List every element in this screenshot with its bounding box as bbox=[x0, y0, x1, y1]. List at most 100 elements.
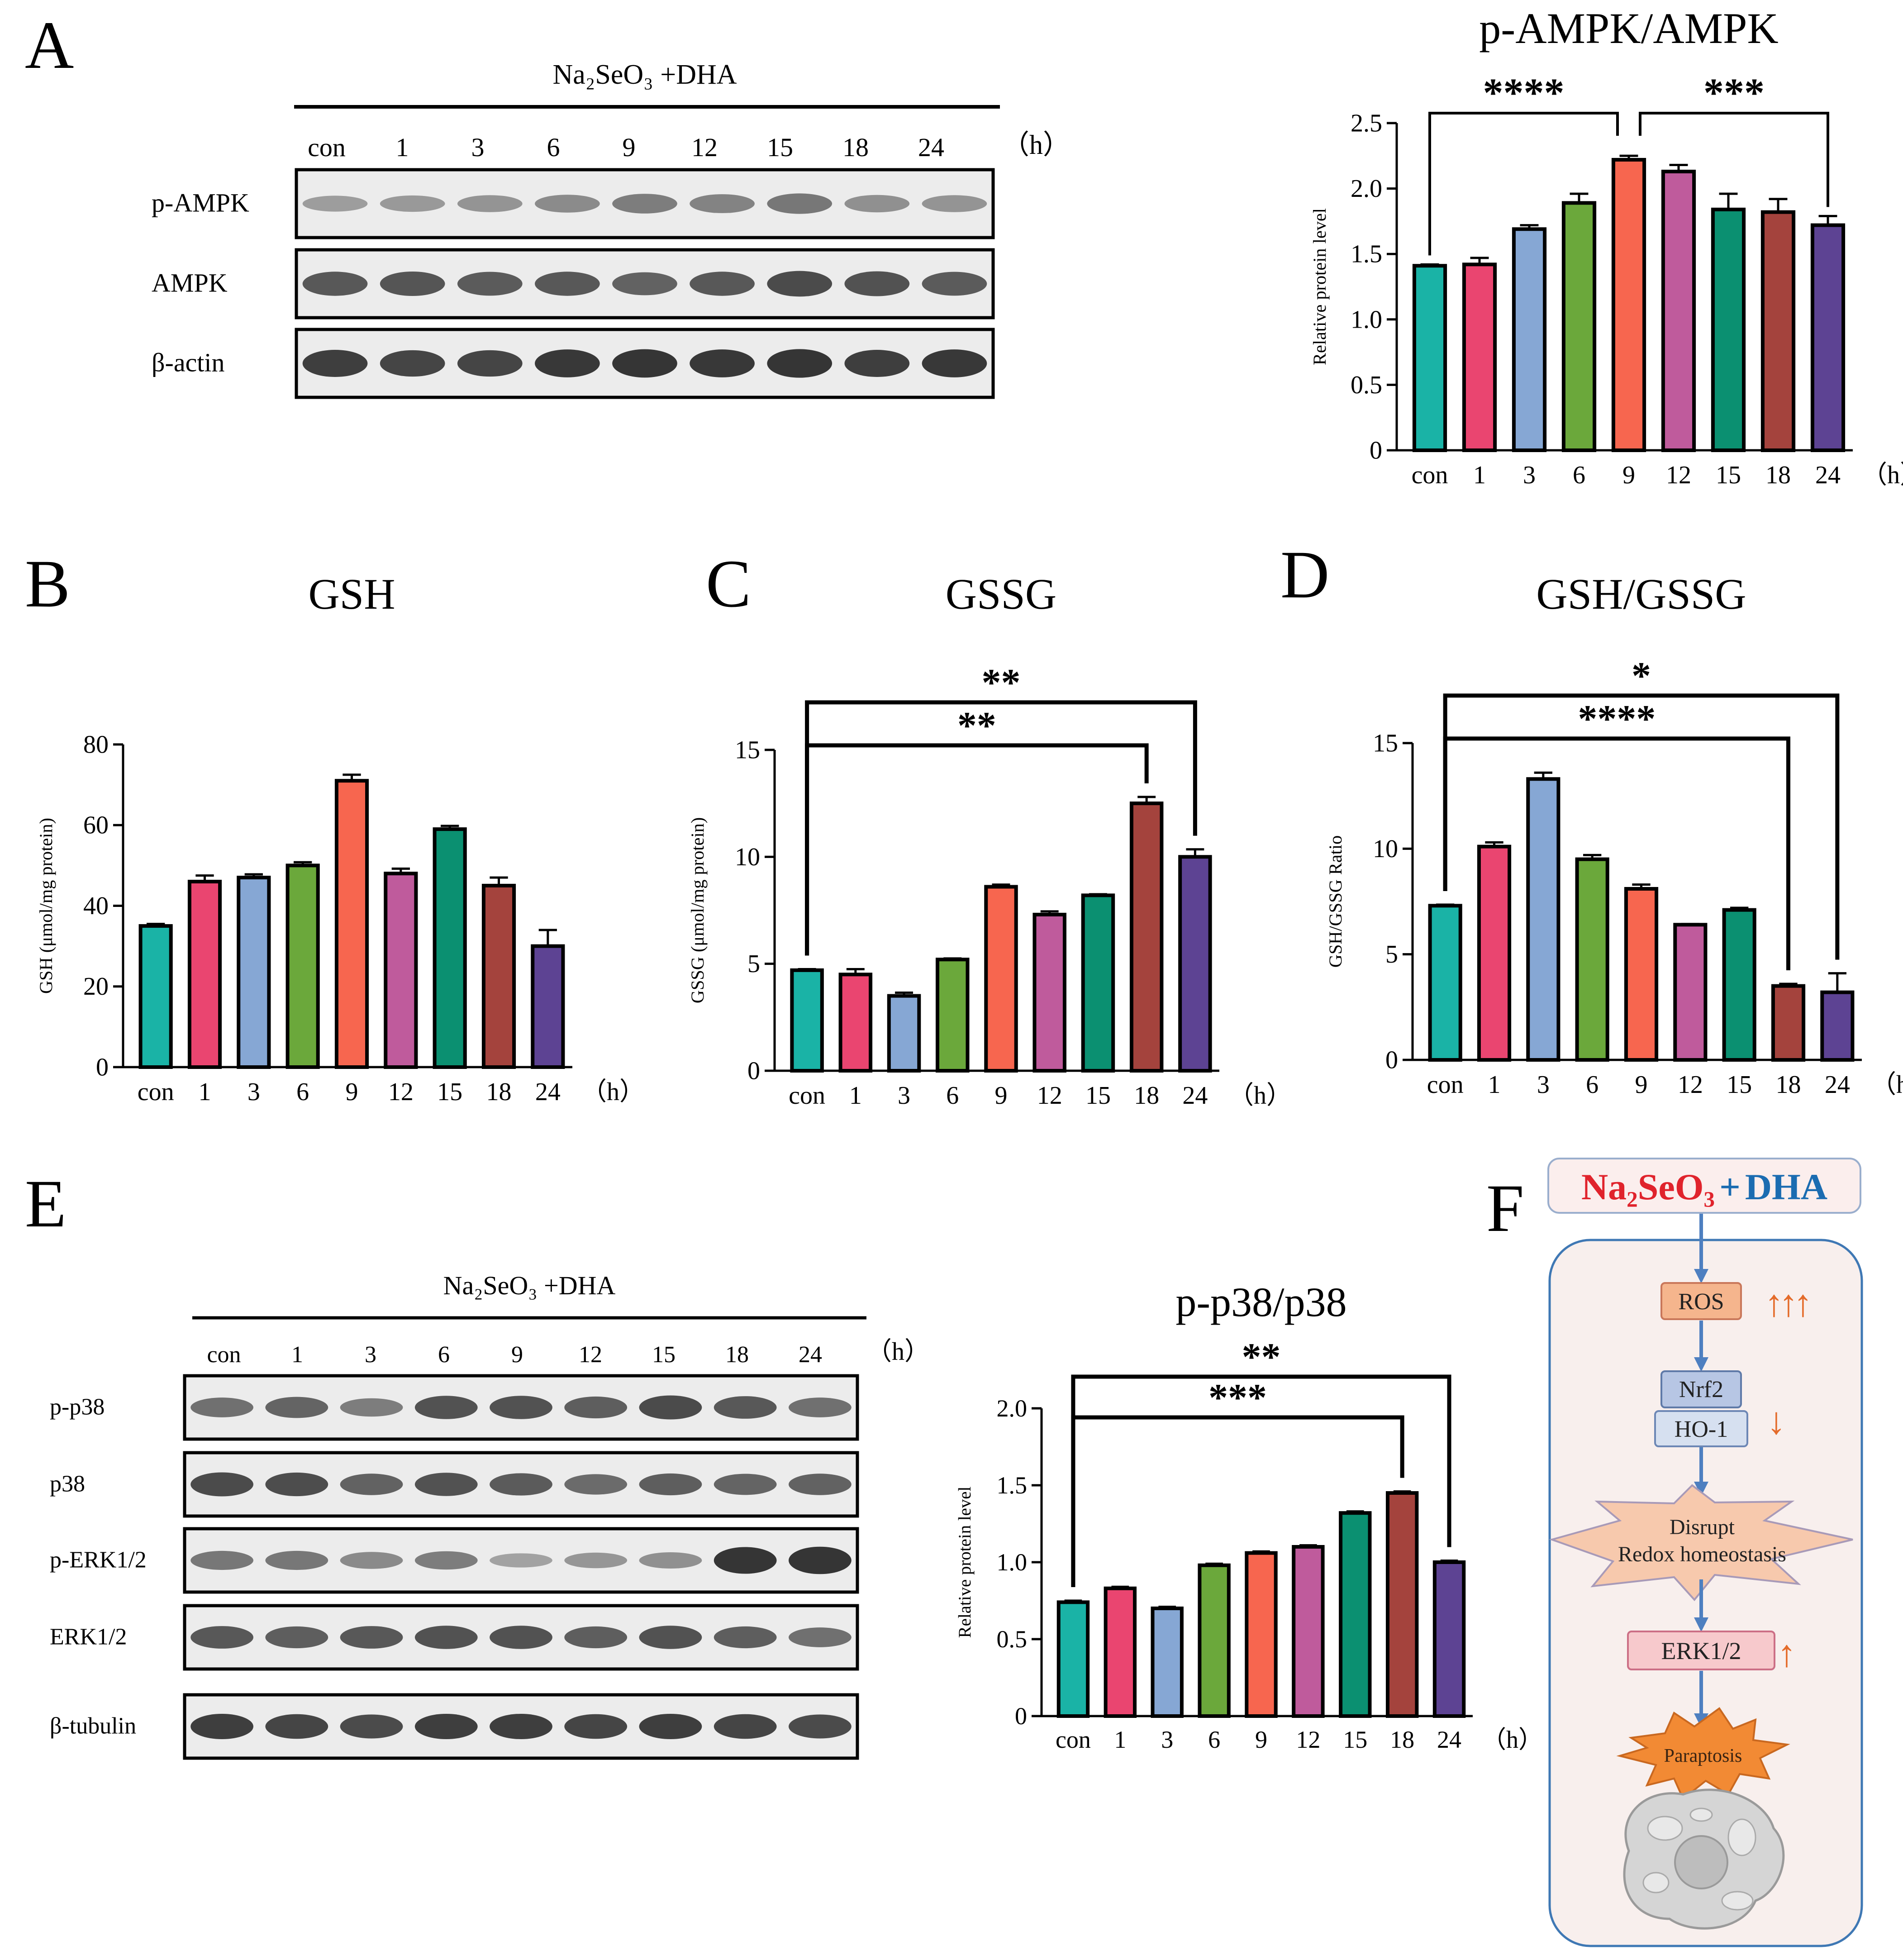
blot-band bbox=[302, 196, 368, 212]
blot-band bbox=[490, 1714, 552, 1739]
blot-band bbox=[788, 1397, 852, 1417]
disrupt-shape bbox=[1549, 1484, 1853, 1602]
nrf2-decrease-arrow: ↓ bbox=[1767, 1400, 1786, 1442]
x-tick-label: 12 bbox=[388, 1078, 414, 1106]
x-tick-label: 12 bbox=[1296, 1726, 1320, 1753]
blot-band bbox=[414, 1551, 478, 1570]
panel-letter-a: A bbox=[25, 8, 74, 83]
y-tick-label: 15 bbox=[735, 736, 760, 764]
y-tick-label: 0.5 bbox=[997, 1626, 1028, 1653]
significance-bracket bbox=[1071, 1374, 1451, 1587]
panel-letter-e: E bbox=[25, 1166, 67, 1241]
bar-1 bbox=[1477, 844, 1512, 1062]
bar-15 bbox=[433, 827, 467, 1069]
blot-band bbox=[564, 1552, 628, 1569]
x-tick-label: 1 bbox=[199, 1078, 211, 1106]
blot-band bbox=[922, 195, 987, 212]
x-tick-label: 3 bbox=[1161, 1726, 1173, 1753]
y-tick-label: 0 bbox=[96, 1053, 109, 1081]
y-tick-label: 5 bbox=[1385, 940, 1398, 968]
x-tick-label: 15 bbox=[1727, 1071, 1752, 1099]
x-tick-label: 6 bbox=[946, 1082, 959, 1110]
western-blot-e: Na₂SeO₃ +DHA con 1 3 6 9 12 15 18 24 （h） p-p38 p3… bbox=[50, 1271, 930, 1760]
x-tick-label: 6 bbox=[1573, 461, 1585, 489]
blot-lane-label: 9 bbox=[623, 133, 636, 162]
x-tick-label: 1 bbox=[1114, 1726, 1126, 1753]
blot-band bbox=[190, 1397, 254, 1417]
blot-lane-label: 3 bbox=[471, 133, 485, 162]
y-tick-label: 5 bbox=[747, 950, 760, 978]
blot-band bbox=[690, 272, 755, 296]
blot-band bbox=[564, 1626, 628, 1649]
cell-outline bbox=[1548, 1239, 1863, 1947]
bar-con bbox=[1412, 264, 1447, 453]
blot-band bbox=[639, 1714, 702, 1739]
chart-gssg: GSSG 0 5 10 15 GSSG (μmol/mg protein) con 1 3 6 9 1… bbox=[687, 570, 1292, 1110]
y-tick-label: 0 bbox=[1370, 436, 1382, 464]
significance-label: ** bbox=[957, 704, 996, 747]
blot-band bbox=[265, 1397, 328, 1418]
erk-increase-arrow: ↑ bbox=[1777, 1633, 1796, 1675]
y-tick-label: 20 bbox=[83, 973, 109, 1001]
blot-lane-label: 1 bbox=[396, 133, 409, 162]
x-axis-unit: （h） bbox=[1862, 461, 1903, 489]
blot-a-treatment-label: Na₂SeO₃ +DHA bbox=[552, 59, 737, 90]
blot-band bbox=[564, 1714, 628, 1739]
bar-15 bbox=[1081, 893, 1115, 1073]
bar-9 bbox=[1611, 157, 1646, 452]
bar-1 bbox=[1104, 1586, 1137, 1718]
bar-6 bbox=[285, 863, 320, 1069]
chart-gsh: GSH 0 20 40 60 80 GSH (μmol/mg protein) con 1 3 6 9… bbox=[36, 570, 645, 1106]
blot-lane-label: 6 bbox=[547, 133, 560, 162]
bar-9 bbox=[1624, 887, 1659, 1062]
blot-band bbox=[844, 350, 910, 377]
x-tick-label: 9 bbox=[346, 1078, 358, 1106]
bar-15 bbox=[1711, 207, 1746, 452]
blot-band bbox=[340, 1714, 403, 1739]
x-tick-label: 12 bbox=[1037, 1082, 1062, 1110]
blot-lane-label: 15 bbox=[767, 133, 793, 162]
blot-band bbox=[767, 349, 833, 378]
bar-12 bbox=[1673, 923, 1708, 1062]
blot-band bbox=[535, 349, 600, 377]
y-tick-label: 1.5 bbox=[1351, 240, 1382, 268]
y-axis-label: GSH/GSSG Ratio bbox=[1325, 835, 1346, 968]
x-tick-label: 9 bbox=[995, 1082, 1008, 1110]
chart-title: p-AMPK/AMPK bbox=[1479, 4, 1778, 52]
cell-vacuole-4 bbox=[1721, 1891, 1754, 1911]
blot-band bbox=[340, 1474, 403, 1495]
cell-nucleus bbox=[1674, 1835, 1728, 1889]
significance-bracket bbox=[1428, 112, 1619, 256]
blot-band bbox=[265, 1472, 328, 1497]
y-tick-label: 80 bbox=[83, 730, 109, 758]
x-tick-label: 24 bbox=[1825, 1071, 1850, 1099]
blot-band bbox=[690, 194, 755, 213]
bar-6 bbox=[1198, 1563, 1231, 1718]
blot-band bbox=[564, 1396, 628, 1419]
cell-vacuole-1 bbox=[1647, 1816, 1683, 1841]
blot-band bbox=[490, 1553, 552, 1568]
blot-band bbox=[265, 1714, 328, 1739]
bar-15 bbox=[1722, 908, 1756, 1062]
blot-band bbox=[639, 1473, 702, 1496]
blot-band bbox=[380, 350, 445, 377]
blot-band bbox=[414, 1396, 478, 1419]
erk-label: ERK1/2 bbox=[1661, 1637, 1741, 1664]
paraptosis-label: Paraptosis bbox=[1664, 1745, 1742, 1766]
significance-label: ** bbox=[982, 661, 1021, 704]
y-tick-label: 1.5 bbox=[997, 1472, 1028, 1499]
panel-letter-d: D bbox=[1280, 537, 1329, 612]
significance-label: * bbox=[1632, 654, 1651, 697]
blot-band bbox=[535, 272, 600, 296]
x-tick-label: 6 bbox=[1208, 1726, 1220, 1753]
chart-title: GSH/GSSG bbox=[1536, 570, 1746, 618]
significance-label: **** bbox=[1483, 71, 1565, 115]
blot-band bbox=[767, 271, 833, 297]
significance-label: **** bbox=[1578, 697, 1656, 740]
blot-band bbox=[340, 1626, 403, 1649]
bar-15 bbox=[1339, 1511, 1372, 1718]
blot-lane-label: 15 bbox=[652, 1342, 676, 1368]
y-tick-label: 1.0 bbox=[997, 1549, 1028, 1576]
disrupt-label-1: Disrupt bbox=[1670, 1515, 1735, 1539]
